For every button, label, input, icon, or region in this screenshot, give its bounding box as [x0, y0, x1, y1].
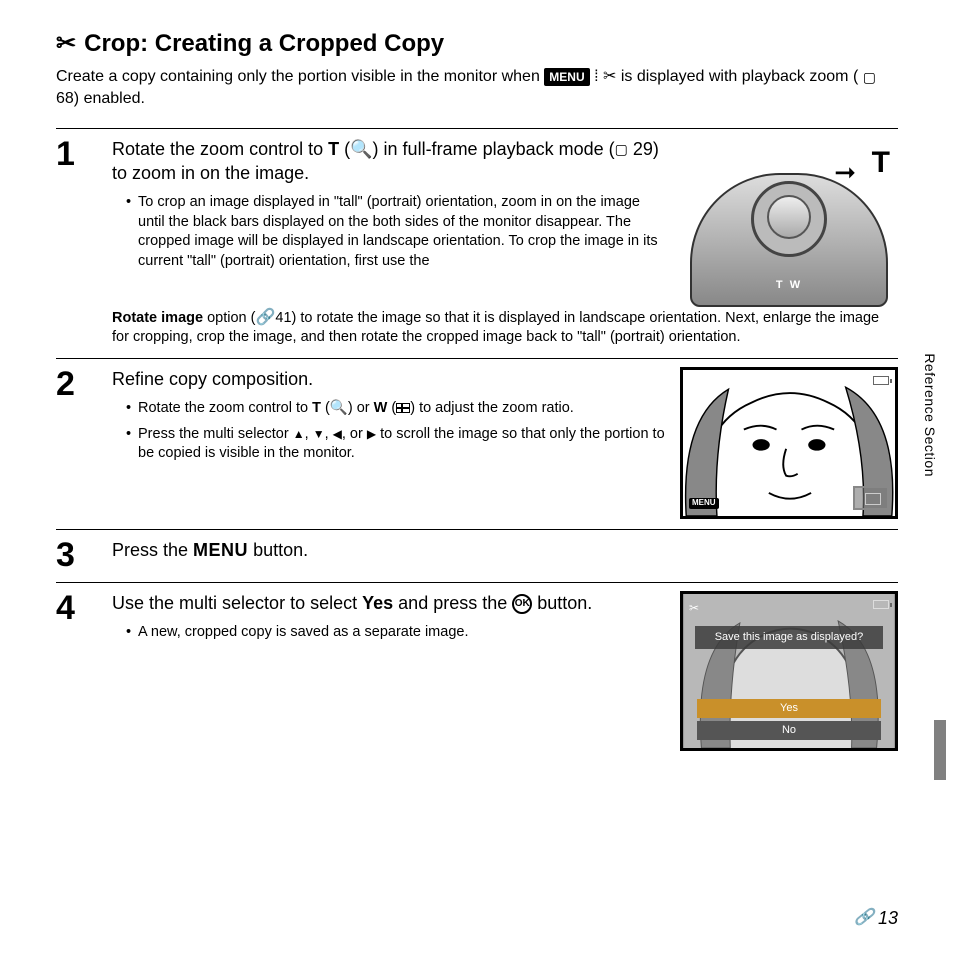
intro-text: Create a copy containing only the portio…: [56, 66, 898, 109]
up-arrow-icon: ▲: [293, 426, 305, 442]
dialog-yes-button[interactable]: Yes: [697, 699, 881, 718]
separator: [56, 358, 898, 359]
step4-figure: ✂ Save this image as displayed? Yes No: [680, 591, 898, 751]
thumbnail-icon: [396, 403, 410, 413]
s4a: Use the multi selector to select: [112, 593, 362, 613]
s1-bullet-text: To crop an image displayed in "tall" (po…: [138, 194, 658, 269]
shutter-button: [767, 195, 811, 239]
colon-scissors-icon: ⁞✂: [721, 498, 731, 510]
book-icon: ▢: [863, 68, 876, 87]
zoom-t-label: T: [872, 143, 890, 184]
step-number: 1: [56, 137, 94, 348]
s1-cont-a: option (: [207, 310, 255, 326]
step-3: 3 Press the MENU button.: [56, 538, 898, 572]
s4c: button.: [537, 593, 592, 613]
overlay-zoom-label: x4.0: [830, 496, 847, 508]
magnifier-icon: 🔍: [330, 400, 348, 416]
s2b2a: Press the multi selector: [138, 426, 293, 442]
separator: [56, 529, 898, 530]
step1-continued: Rotate image option (🔗41) to rotate the …: [112, 307, 898, 348]
scissors-icon: ✂: [689, 600, 699, 616]
section-tab: [934, 720, 946, 780]
separator: [56, 128, 898, 129]
s2b1b: or: [357, 400, 374, 416]
s2b1a: Rotate the zoom control to: [138, 400, 312, 416]
menu-badge-icon: MENU: [544, 68, 589, 86]
step1-bullet: To crop an image displayed in "tall" (po…: [126, 193, 666, 271]
step2-figure: MENU ⁞✂ x4.0: [680, 367, 898, 519]
step2-bullet-1: Rotate the zoom control to T (🔍) or W ()…: [126, 399, 666, 419]
s4yes: Yes: [362, 593, 393, 613]
intro-ref: 68) enabled.: [56, 90, 145, 107]
dialog-prompt: Save this image as displayed?: [695, 626, 883, 649]
rotate-image-label: Rotate image: [112, 310, 203, 326]
step1-heading: Rotate the zoom control to T (🔍) in full…: [112, 137, 666, 186]
left-arrow-icon: ◀: [333, 426, 342, 442]
s4b: and press the: [398, 593, 512, 613]
section-side-label: Reference Section: [921, 353, 940, 477]
step4-bullet: A new, cropped copy is saved as a separa…: [126, 623, 666, 643]
page-title-row: ✂ Crop: Creating a Cropped Copy: [56, 28, 898, 60]
s3a: Press the: [112, 540, 193, 560]
battery-icon: [873, 600, 889, 609]
step2-heading: Refine copy composition.: [112, 367, 666, 391]
down-arrow-icon: ▼: [313, 426, 325, 442]
s1-t: T: [328, 139, 339, 159]
step-1: 1 Rotate the zoom control to T (🔍) in fu…: [56, 137, 898, 348]
page-title: Crop: Creating a Cropped Copy: [84, 28, 444, 60]
magnifier-icon: 🔍: [350, 139, 372, 159]
step-4: 4 Use the multi selector to select Yes a…: [56, 591, 898, 751]
ok-button-icon: OK: [512, 594, 532, 614]
page-number: 13: [878, 906, 898, 930]
s3b: button.: [253, 540, 308, 560]
step3-heading: Press the MENU button.: [112, 538, 898, 562]
overlay-menu-label: MENU ⁞✂: [689, 498, 731, 510]
step-number: 3: [56, 538, 94, 572]
colon-scissors-icon: ⁞ ✂: [594, 68, 616, 85]
s1-b: in full-frame playback mode (: [384, 139, 615, 159]
tw-label: T W: [776, 278, 802, 293]
intro-a: Create a copy containing only the portio…: [56, 68, 544, 85]
menu-badge-icon: MENU: [689, 498, 719, 509]
s2b2b: , or: [342, 426, 367, 442]
s2b1c: to adjust the zoom ratio.: [419, 400, 574, 416]
scissors-icon: ✂: [56, 28, 76, 60]
page-footer: 🔗 13: [854, 906, 898, 930]
step-2: 2 Refine copy composition. Rotate the zo…: [56, 367, 898, 519]
step-number: 4: [56, 591, 94, 751]
s1-a: Rotate the zoom control to: [112, 139, 328, 159]
right-arrow-icon: ▶: [367, 426, 376, 442]
step2-bullet-2: Press the multi selector ▲, ▼, ◀, or ▶ t…: [126, 425, 666, 464]
book-icon: ▢: [615, 140, 628, 159]
menu-text: MENU: [193, 540, 248, 560]
zoom-indicator-icon: [853, 486, 889, 510]
s2b1w: W: [374, 400, 388, 416]
intro-b: is displayed with playback zoom (: [621, 68, 858, 85]
separator: [56, 582, 898, 583]
step1-figure: ➞ T T W: [680, 137, 898, 307]
battery-icon: [873, 376, 889, 385]
s2b1t: T: [312, 400, 321, 416]
link-icon: 🔗: [854, 907, 874, 929]
step-number: 2: [56, 367, 94, 519]
dialog-no-button[interactable]: No: [697, 721, 881, 740]
link-icon: 🔗: [255, 309, 275, 326]
step4-heading: Use the multi selector to select Yes and…: [112, 591, 666, 615]
